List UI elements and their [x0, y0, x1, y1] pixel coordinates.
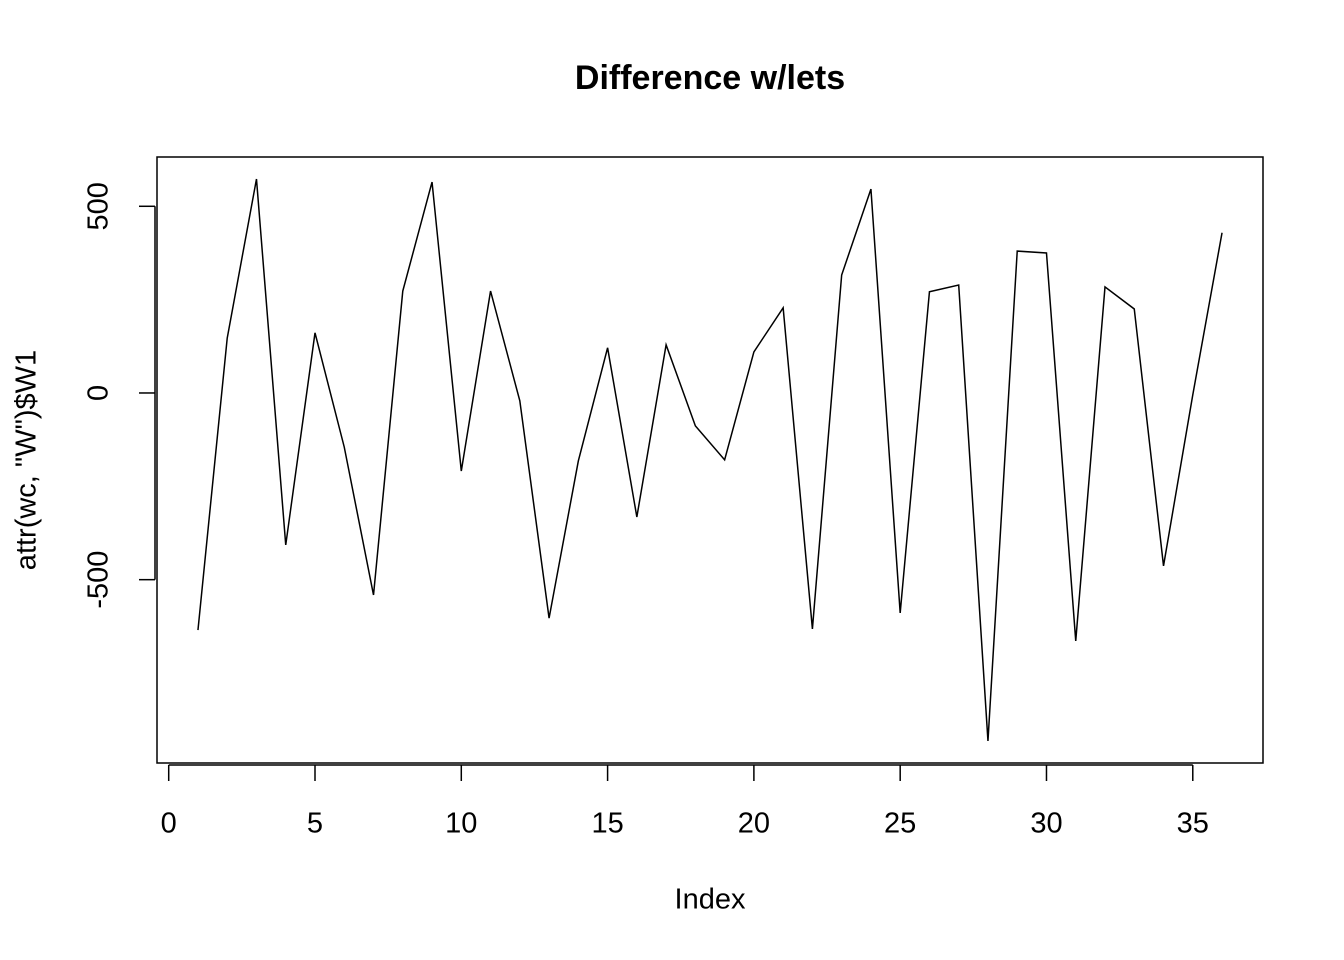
x-tick-label: 15	[591, 808, 623, 840]
y-tick-label: 500	[83, 182, 115, 230]
x-tick-label: 0	[161, 808, 177, 840]
data-line	[197, 178, 1223, 742]
x-tick-label: 20	[738, 808, 770, 840]
x-tick-label: 30	[1030, 808, 1062, 840]
x-tick-label: 5	[307, 808, 323, 840]
x-tick-label: 10	[445, 808, 477, 840]
y-tick-label: -500	[83, 551, 115, 609]
y-tick-label: 0	[83, 385, 115, 401]
x-tick-label: 25	[884, 808, 916, 840]
chart-title: Difference w/lets	[575, 59, 845, 97]
plot-box	[156, 156, 1264, 764]
y-axis-label: attr(wc, "W")$W1	[11, 350, 43, 570]
x-tick-label: 35	[1177, 808, 1209, 840]
x-axis-label: Index	[675, 884, 746, 916]
